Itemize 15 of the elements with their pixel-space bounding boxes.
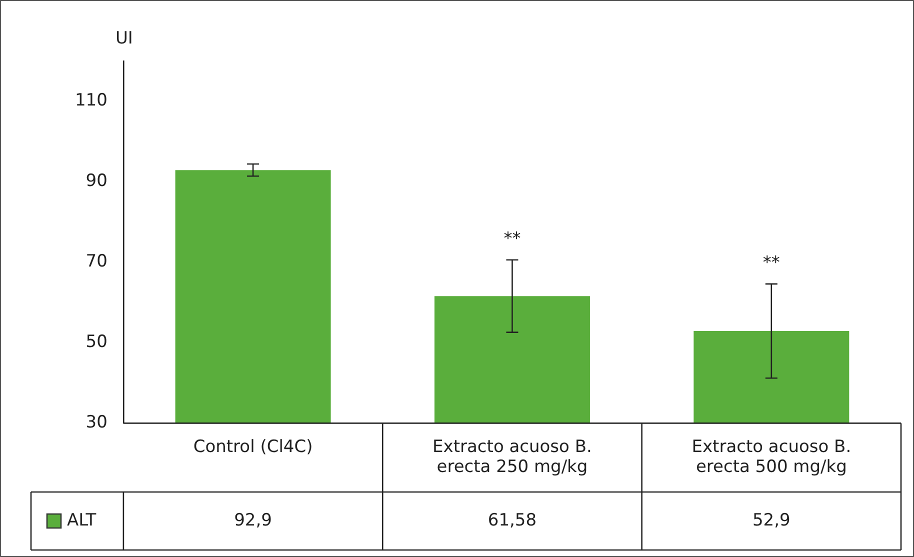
x-tick-label: Control (Cl4C) xyxy=(193,436,313,457)
data-label: 61,58 xyxy=(488,510,537,530)
y-tick-label: 30 xyxy=(86,412,108,433)
data-label: 52,9 xyxy=(752,510,790,530)
y-tick-label: 110 xyxy=(74,90,108,111)
y-tick-label: 50 xyxy=(86,332,108,352)
legend-label: ALT xyxy=(67,510,97,530)
annotation: ** xyxy=(762,252,780,273)
x-tick-label: Extracto acuoso B. erecta 500 mg/kg xyxy=(692,436,852,478)
data-label: 92,9 xyxy=(234,510,272,530)
annotation: ** xyxy=(504,228,521,249)
y-tick-label: 90 xyxy=(86,171,108,192)
y-axis-title: UI xyxy=(115,28,133,48)
y-tick-label: 70 xyxy=(86,252,108,272)
x-tick-label: Extracto acuoso B. erecta 250 mg/kg xyxy=(432,436,592,478)
